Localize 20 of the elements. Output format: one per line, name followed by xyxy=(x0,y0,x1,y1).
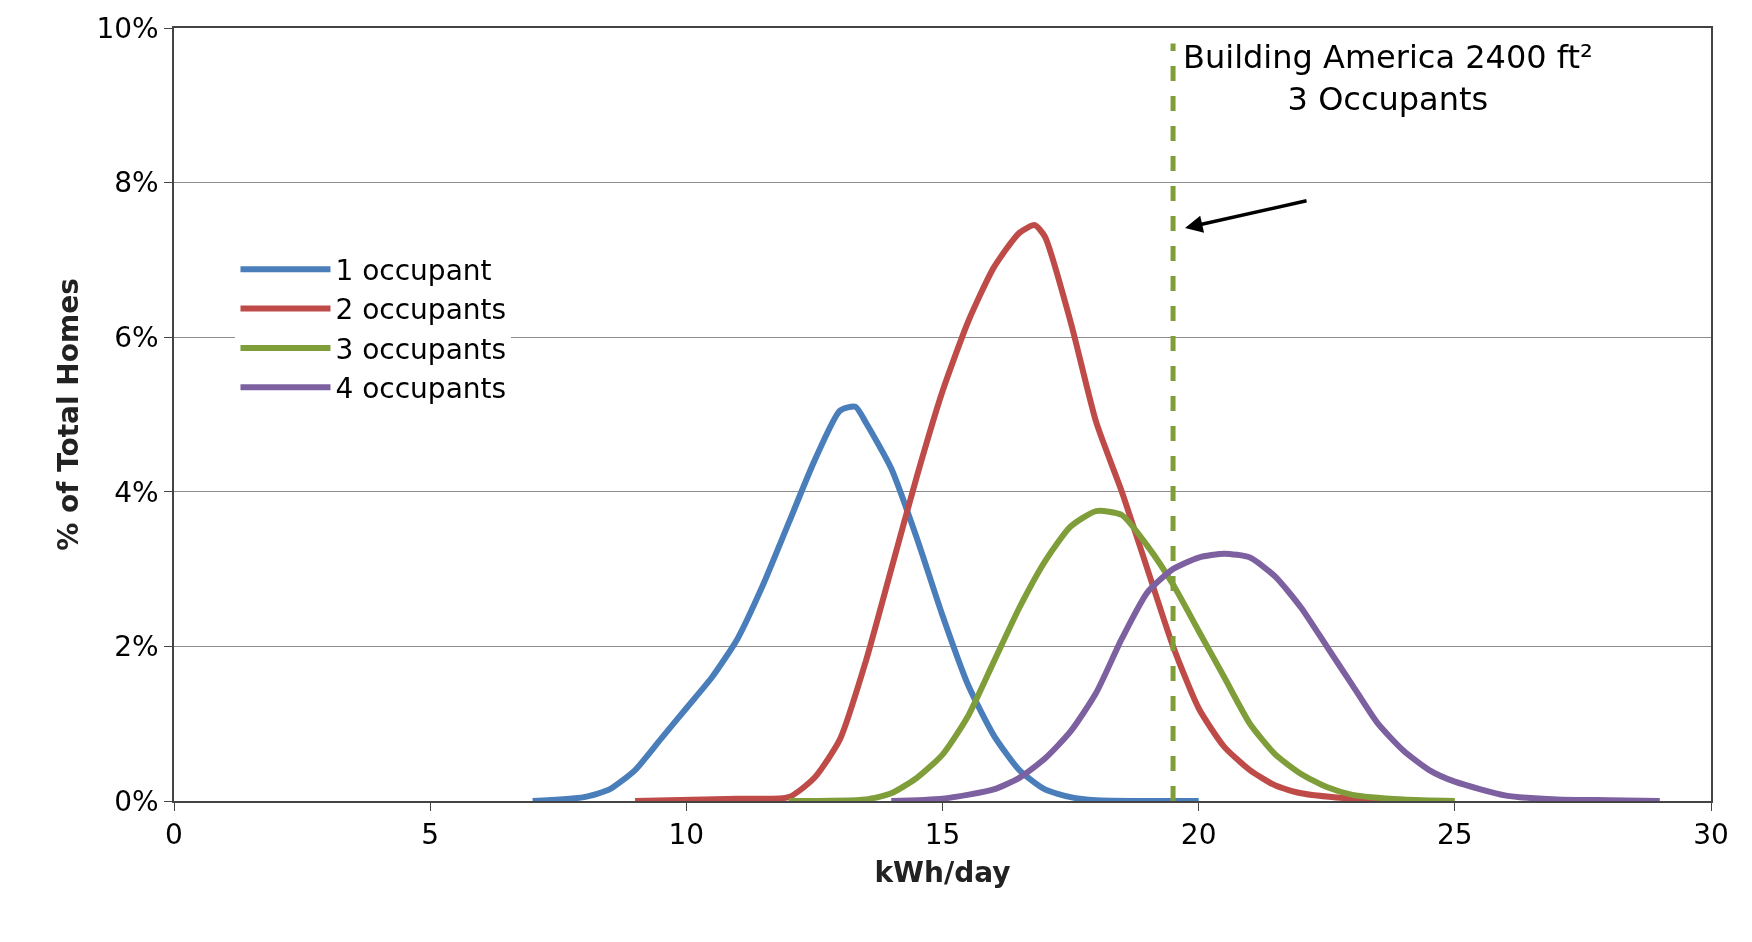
x-tick-label: 25 xyxy=(1437,818,1473,852)
y-tick-label: 4% xyxy=(114,475,159,509)
x-tick-label: 20 xyxy=(1180,818,1217,852)
y-axis-title: % of Total Homes xyxy=(51,278,85,551)
x-tick-label: 5 xyxy=(421,818,440,852)
x-tick-label: 10 xyxy=(668,818,705,852)
x-tick-label: 15 xyxy=(924,818,961,852)
x-tick-label: 0 xyxy=(165,818,183,852)
y-tick-label: 2% xyxy=(114,630,159,664)
x-axis-title: kWh/day xyxy=(874,855,1011,889)
y-tick-label: 0% xyxy=(114,784,159,818)
y-tick-label: 10% xyxy=(96,11,159,45)
legend-label: 3 occupants xyxy=(335,332,507,366)
legend-label: 2 occupants xyxy=(335,293,507,327)
ref-line-label: Building America 2400 ft² 3 Occupants xyxy=(1183,38,1593,118)
legend-label: 4 occupants xyxy=(335,372,507,406)
x-tick-label: 30 xyxy=(1693,818,1729,852)
legend-label: 1 occupant xyxy=(335,254,492,288)
y-tick-label: 6% xyxy=(114,321,159,354)
y-tick-label: 8% xyxy=(114,166,159,200)
